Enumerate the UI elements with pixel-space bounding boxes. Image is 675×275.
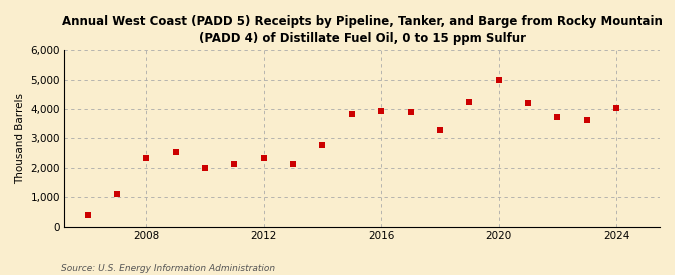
Point: [552, 115, 563, 120]
Point: [522, 101, 533, 105]
Point: [581, 118, 592, 122]
Point: [170, 150, 181, 155]
Point: [229, 162, 240, 166]
Text: Source: U.S. Energy Information Administration: Source: U.S. Energy Information Administ…: [61, 264, 275, 273]
Point: [464, 100, 475, 104]
Point: [611, 106, 622, 111]
Point: [141, 155, 152, 160]
Point: [200, 166, 211, 170]
Point: [259, 156, 269, 160]
Point: [82, 213, 93, 217]
Point: [493, 78, 504, 82]
Y-axis label: Thousand Barrels: Thousand Barrels: [15, 93, 25, 184]
Point: [288, 162, 298, 166]
Point: [405, 110, 416, 114]
Point: [111, 192, 122, 196]
Title: Annual West Coast (PADD 5) Receipts by Pipeline, Tanker, and Barge from Rocky Mo: Annual West Coast (PADD 5) Receipts by P…: [61, 15, 663, 45]
Point: [376, 108, 387, 113]
Point: [317, 143, 328, 147]
Point: [435, 128, 446, 133]
Point: [346, 112, 357, 117]
